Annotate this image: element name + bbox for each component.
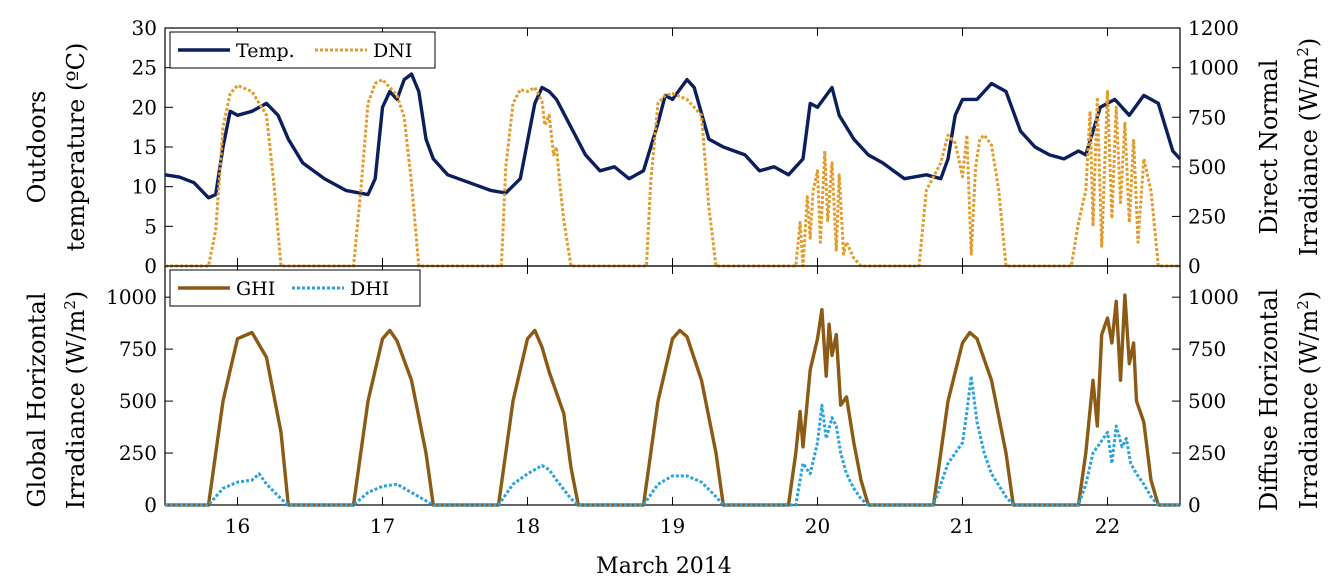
top-right-axis-title-main: Irradiance (W/m — [1295, 56, 1323, 256]
bottom-right-tick-label: 500 — [1188, 389, 1226, 413]
bottom-left-tick-label: 1000 — [106, 285, 157, 309]
bottom-series-ghi-line — [165, 293, 1180, 507]
bottom-legend-label-dhi: DHI — [350, 278, 389, 300]
bottom-left-axis-title-main: Irradiance (W/m — [62, 309, 90, 509]
top-right-tick-label: 750 — [1188, 105, 1226, 129]
top-left-tick-label: 0 — [144, 254, 157, 278]
bottom-left-axis-title-line2: Irradiance (W/m2) — [61, 291, 90, 510]
x-tick-label: 22 — [1095, 514, 1120, 538]
bottom-left-tick-label: 750 — [119, 337, 157, 361]
top-right-axis-title-line1: Direct Normal — [1255, 60, 1283, 235]
x-tick-label: 20 — [805, 514, 830, 538]
bottom-right-tick-label: 750 — [1188, 337, 1226, 361]
top-legend-label-temp: Temp. — [236, 40, 295, 62]
top-panel: 0 5 10 15 20 25 30 0 250 500 750 1000 1200 Temp. DNI — [132, 16, 1239, 278]
top-right-tick-label: 1000 — [1188, 56, 1239, 80]
top-right-tick-label: 0 — [1188, 254, 1201, 278]
top-right-axis-title-sup: 2 — [1294, 47, 1312, 57]
bottom-left-tick-label: 250 — [119, 441, 157, 465]
bottom-right-tick-label: 250 — [1188, 441, 1226, 465]
bottom-left-axis-title-line1: Global Horizontal — [23, 293, 51, 508]
bottom-left-axis-title-sup: 2 — [61, 300, 79, 310]
top-right-tick-label: 500 — [1188, 155, 1226, 179]
top-right-axis-title-close: ) — [1295, 38, 1323, 47]
bottom-right-axis-title-close: ) — [1295, 291, 1323, 300]
bottom-left-tick-label: 0 — [144, 493, 157, 517]
bottom-right-tick-label: 0 — [1188, 493, 1201, 517]
x-tick-label: 21 — [950, 514, 975, 538]
top-left-tick-label: 25 — [132, 56, 157, 80]
bottom-right-axis-title-line2: Irradiance (W/m2) — [1294, 291, 1323, 510]
x-tick-label: 17 — [370, 514, 395, 538]
bottom-right-axis-title-main: Irradiance (W/m — [1295, 309, 1323, 509]
bottom-right-axis-title-line1: Diffuse Horizontal — [1255, 289, 1283, 511]
top-left-axis-title-line1: Outdoors — [23, 91, 51, 204]
top-legend-label-dni: DNI — [373, 40, 412, 62]
x-tick-label: 16 — [225, 514, 250, 538]
top-series-temp-line — [164, 72, 1182, 200]
x-tick-label: 18 — [515, 514, 540, 538]
top-left-axis-title-line2: temperature (ºC) — [62, 43, 90, 252]
top-right-tick-label: 250 — [1188, 204, 1226, 228]
bottom-left-tick-label: 500 — [119, 389, 157, 413]
bottom-panel: 0 250 500 750 1000 0 250 500 750 1000 16 17 18 19 20 21… — [106, 265, 1239, 538]
bottom-right-tick-label: 1000 — [1188, 285, 1239, 309]
bottom-legend-label-ghi: GHI — [236, 278, 275, 300]
top-right-tick-label: 1200 — [1188, 16, 1239, 40]
top-right-axis-title-line2: Irradiance (W/m2) — [1294, 38, 1323, 257]
x-axis-title: March 2014 — [596, 554, 732, 579]
top-left-tick-label: 15 — [132, 135, 157, 159]
top-left-tick-label: 20 — [132, 95, 157, 119]
bottom-left-axis-title-close: ) — [62, 291, 90, 300]
bottom-series-dhi-line — [165, 374, 1180, 507]
x-tick-label: 19 — [660, 514, 685, 538]
top-left-tick-label: 10 — [132, 175, 157, 199]
top-left-tick-label: 30 — [132, 16, 157, 40]
top-series-dni-line — [165, 78, 1180, 268]
bottom-right-axis-title-sup: 2 — [1294, 300, 1312, 310]
top-left-tick-label: 5 — [144, 214, 157, 238]
